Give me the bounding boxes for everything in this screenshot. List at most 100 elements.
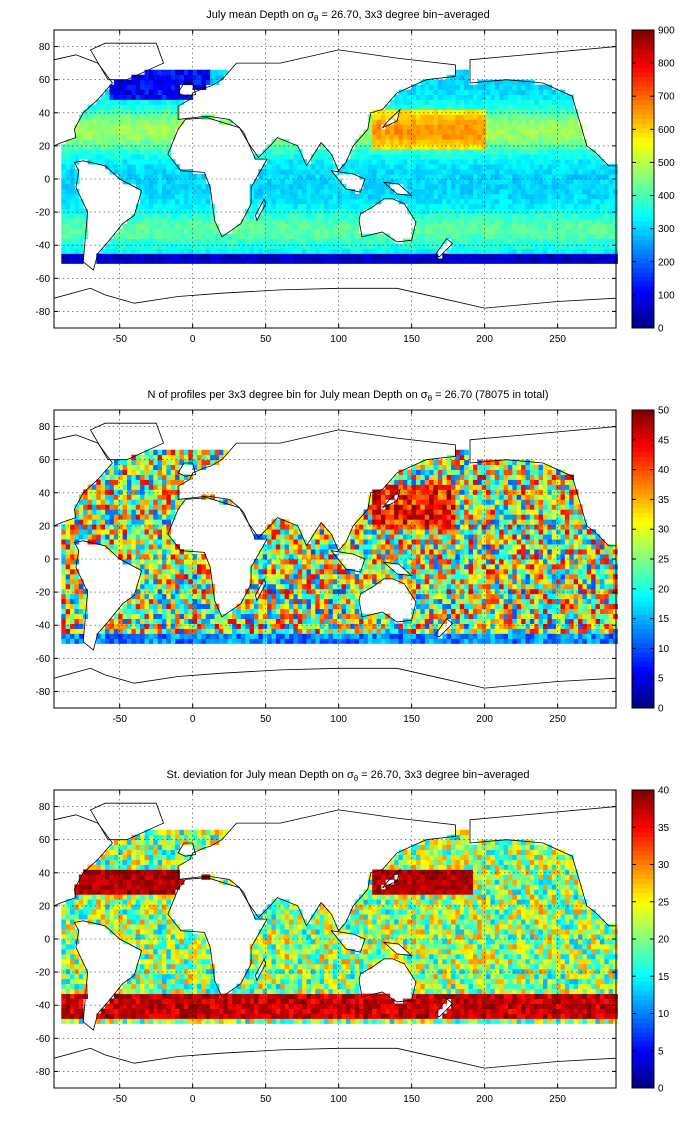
data-cell — [131, 149, 137, 155]
data-cell — [289, 193, 294, 200]
data-cell — [389, 174, 395, 180]
data-cell — [332, 164, 338, 170]
data-cell — [529, 188, 535, 195]
data-cell — [534, 253, 540, 259]
data-cell — [284, 169, 290, 175]
data-cell — [398, 89, 404, 95]
data-cell — [319, 524, 325, 530]
data-cell — [148, 139, 154, 145]
data-cell — [446, 129, 452, 135]
data-cell — [595, 233, 601, 239]
data-cell — [179, 459, 185, 466]
data-cell — [258, 228, 264, 235]
data-cell — [289, 159, 294, 165]
data-cell — [118, 139, 124, 145]
data-cell — [398, 109, 404, 115]
data-cell — [345, 248, 351, 254]
data-cell — [245, 258, 251, 264]
data-cell — [433, 164, 439, 170]
data-cell — [157, 583, 163, 590]
data-cell — [262, 598, 268, 605]
data-cell — [499, 193, 504, 200]
data-cell — [118, 549, 124, 555]
data-cell — [324, 563, 329, 570]
data-cell — [113, 129, 119, 135]
data-cell — [437, 233, 443, 239]
data-cell — [503, 129, 509, 135]
data-cell — [122, 84, 128, 90]
data-cell — [529, 223, 535, 230]
data-cell — [227, 243, 233, 249]
data-cell — [74, 198, 80, 205]
data-cell — [253, 568, 259, 575]
data-cell — [424, 223, 430, 230]
data-cell — [521, 149, 526, 155]
data-cell — [105, 494, 110, 500]
data-cell — [192, 454, 198, 461]
data-cell — [249, 588, 255, 595]
data-cell — [109, 514, 115, 520]
data-cell — [573, 218, 579, 225]
data-cell — [197, 603, 202, 610]
data-cell — [486, 183, 491, 190]
data-cell — [249, 608, 255, 615]
data-cell — [551, 159, 557, 165]
data-cell — [595, 258, 601, 264]
data-cell — [446, 139, 452, 145]
data-cell — [157, 208, 163, 215]
data-cell — [306, 253, 312, 259]
data-cell — [534, 149, 540, 155]
data-cell — [70, 164, 75, 170]
data-cell — [280, 248, 286, 254]
data-cell — [521, 198, 526, 205]
data-cell — [477, 188, 483, 195]
data-cell — [188, 233, 194, 239]
data-cell — [455, 84, 461, 90]
data-cell — [433, 149, 439, 155]
data-cell — [183, 554, 189, 560]
data-cell — [446, 203, 452, 210]
data-cell — [148, 104, 154, 110]
data-cell — [175, 469, 180, 475]
data-cell — [543, 139, 548, 145]
colorbar-segment — [632, 234, 654, 241]
data-cell — [135, 588, 141, 595]
data-cell — [442, 223, 448, 230]
data-cell — [109, 84, 115, 90]
data-cell — [83, 593, 88, 600]
data-cell — [140, 524, 145, 530]
data-cell — [586, 198, 592, 205]
data-cell — [170, 248, 176, 254]
data-cell — [284, 238, 290, 244]
data-cell — [118, 544, 124, 550]
data-cell — [315, 588, 321, 595]
data-cell — [253, 179, 259, 185]
data-cell — [433, 89, 439, 95]
data-cell — [162, 139, 167, 145]
data-cell — [280, 233, 286, 239]
data-cell — [446, 183, 452, 190]
data-cell — [122, 623, 128, 629]
data-cell — [293, 638, 299, 644]
data-cell — [262, 534, 268, 540]
data-cell — [179, 119, 185, 125]
data-cell — [451, 84, 456, 90]
data-cell — [556, 179, 561, 185]
data-cell — [148, 583, 154, 590]
data-cell — [551, 183, 557, 190]
data-cell — [162, 94, 167, 100]
data-cell — [394, 149, 399, 155]
data-cell — [118, 89, 124, 95]
data-cell — [341, 243, 347, 249]
data-cell — [271, 174, 277, 180]
data-cell — [140, 243, 145, 249]
data-cell — [315, 233, 321, 239]
data-cell — [188, 603, 194, 610]
data-cell — [105, 544, 110, 550]
data-cell — [354, 198, 360, 205]
data-cell — [459, 154, 465, 160]
data-cell — [372, 144, 377, 150]
data-cell — [446, 208, 452, 215]
data-cell — [126, 89, 132, 95]
data-cell — [157, 193, 163, 200]
